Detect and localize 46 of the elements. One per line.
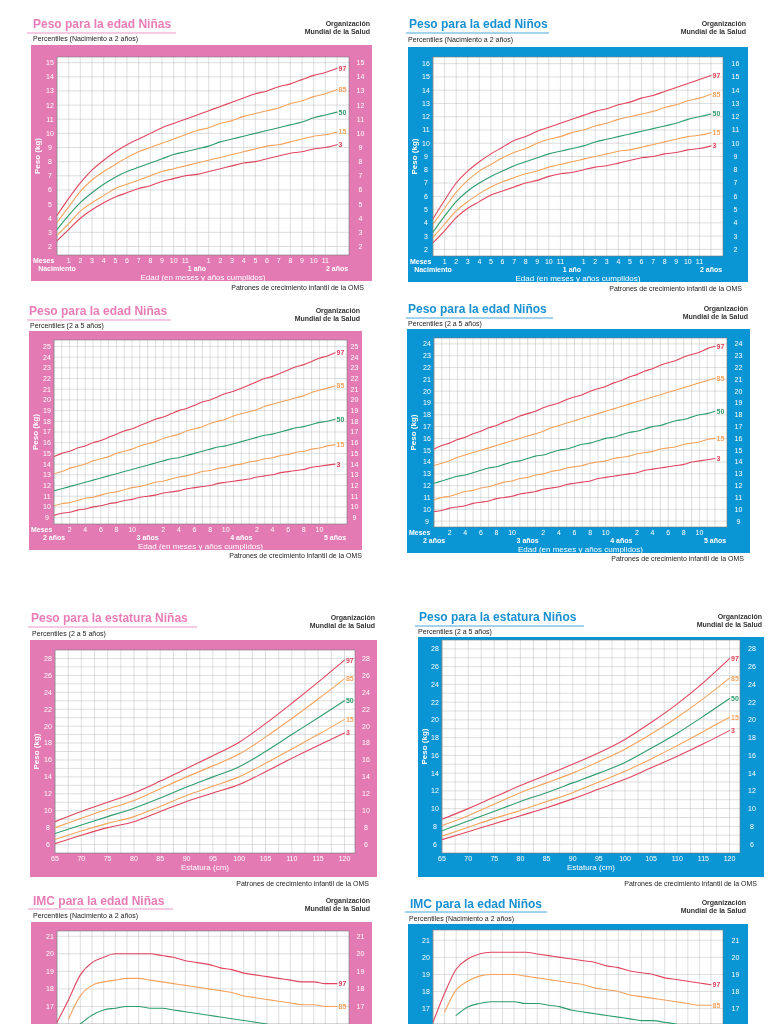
line-series xyxy=(54,385,336,475)
chart-title: Peso para la edad Niños xyxy=(409,17,549,31)
line-series xyxy=(434,410,716,484)
y-axis-title: Peso (kg) xyxy=(409,138,419,175)
y-axis-title: Peso (kg) xyxy=(32,137,42,175)
chart-title: IMC para la edad Niñas xyxy=(33,894,165,908)
y-axis-title: Peso (kg) xyxy=(30,413,40,451)
y-axis-title: Peso (kg) xyxy=(31,733,41,770)
chart-title: Peso para la edad Niños xyxy=(408,302,548,316)
line-series xyxy=(433,93,712,225)
line-series xyxy=(54,444,336,507)
line-series xyxy=(433,75,712,220)
line-series xyxy=(442,658,731,820)
line-series xyxy=(57,144,338,242)
line-series xyxy=(55,700,346,835)
line-series xyxy=(57,111,338,231)
y-axis-title: Peso (kg) xyxy=(408,414,418,451)
line-series xyxy=(54,463,336,516)
line-series xyxy=(433,132,712,238)
line-series xyxy=(57,131,338,236)
line-series xyxy=(434,457,716,513)
chart-title: Peso para la estatura Niñas xyxy=(31,611,189,625)
chart-title: Peso para la estatura Niños xyxy=(419,610,577,624)
x-axis-title: Estatura (cm) xyxy=(180,863,230,873)
line-series xyxy=(433,113,712,233)
line-series xyxy=(54,418,336,492)
line-series xyxy=(79,1005,268,1024)
line-series xyxy=(442,698,731,832)
line-series xyxy=(434,377,716,467)
line-series xyxy=(433,951,712,1023)
line-series xyxy=(434,345,716,450)
x-axis-title: Estatura (cm) xyxy=(566,863,616,873)
line-series xyxy=(444,973,712,1013)
line-series xyxy=(442,677,731,827)
line-series xyxy=(433,145,712,244)
y-axis-title: Peso (kg) xyxy=(419,728,429,765)
line-series xyxy=(57,67,338,216)
line-series xyxy=(455,1001,677,1024)
line-series xyxy=(68,977,338,1020)
chart-title: IMC para la edad Niños xyxy=(410,897,543,911)
line-series xyxy=(434,437,716,501)
line-series xyxy=(57,953,338,1023)
chart-title: Peso para la edad Niñas xyxy=(29,304,168,318)
line-series xyxy=(57,88,338,224)
chart-title: Peso para la edad Niñas xyxy=(33,17,172,31)
line-series xyxy=(54,352,336,458)
